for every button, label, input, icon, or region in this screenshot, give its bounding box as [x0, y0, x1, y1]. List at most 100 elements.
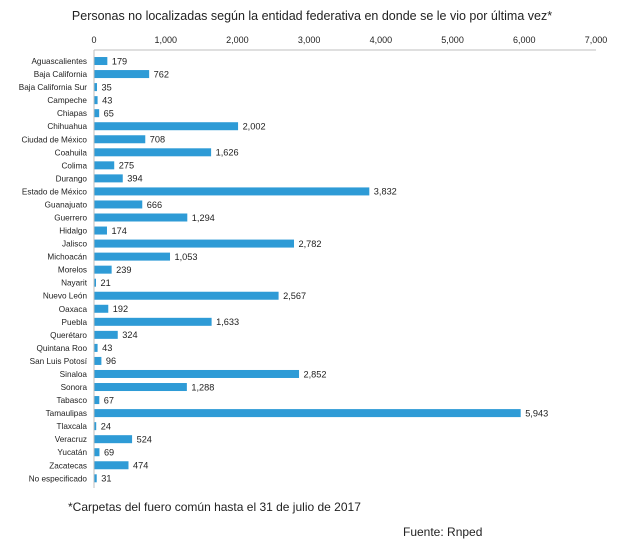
category-label: Sinaloa	[60, 370, 88, 379]
category-label: Estado de México	[22, 187, 88, 196]
x-axis: 0 1,000 2,000 3,000 4,000 5,000 6,000 7,000	[91, 35, 607, 488]
bar	[94, 317, 212, 326]
category-label: Baja California Sur	[19, 83, 88, 92]
category-label: Nuevo León	[43, 292, 88, 301]
x-tick-label: 0	[91, 35, 96, 45]
x-tick-label: 2,000	[226, 35, 249, 45]
category-label: Oaxaca	[59, 305, 88, 314]
x-tick-label: 4,000	[370, 35, 393, 45]
x-tick-label: 5,000	[441, 35, 464, 45]
category-label: Colima	[62, 161, 88, 170]
category-label: Morelos	[58, 266, 87, 275]
category-label: Hidalgo	[59, 227, 87, 236]
bar	[94, 213, 188, 222]
bar	[94, 304, 109, 313]
bar	[94, 409, 521, 418]
bar	[94, 278, 97, 287]
bar	[94, 200, 143, 209]
category-label: Baja California	[34, 70, 88, 79]
value-label: 192	[113, 304, 128, 314]
value-label: 67	[104, 395, 114, 405]
bar	[94, 187, 370, 196]
category-label: San Luis Potosí	[30, 357, 88, 366]
bar	[94, 161, 115, 170]
category-labels: Aguascalientes Baja California Baja Califo…	[19, 57, 88, 483]
category-label: Durango	[56, 174, 88, 183]
category-label: Jalisco	[62, 240, 87, 249]
value-label: 394	[127, 174, 142, 184]
footnote: *Carpetas del fuero común hasta el 31 de…	[68, 500, 361, 514]
bar	[94, 461, 129, 470]
value-label: 2,852	[304, 369, 327, 379]
category-label: Querétaro	[50, 331, 87, 340]
category-label: Aguascalientes	[31, 57, 87, 66]
bar	[94, 265, 112, 274]
value-label: 524	[137, 434, 152, 444]
category-label: Chihuahua	[47, 122, 87, 131]
x-tick-label: 3,000	[298, 35, 321, 45]
bar	[94, 343, 98, 352]
category-label: Guerrero	[54, 214, 87, 223]
category-label: Yucatán	[57, 448, 87, 457]
bar	[94, 330, 118, 339]
value-label: 324	[122, 330, 137, 340]
x-tick-label: 6,000	[513, 35, 536, 45]
value-label: 708	[150, 135, 165, 145]
bar	[94, 226, 107, 235]
value-label: 2,782	[299, 239, 322, 249]
chart-title: Personas no localizadas según la entidad…	[72, 9, 552, 23]
category-label: Veracruz	[55, 435, 87, 444]
bar	[94, 109, 100, 118]
bar	[94, 135, 146, 144]
category-label: Guanajuato	[45, 200, 88, 209]
bar	[94, 435, 133, 444]
value-label: 43	[102, 343, 112, 353]
value-label: 762	[154, 69, 169, 79]
category-label: Michoacán	[47, 253, 87, 262]
value-label: 1,626	[216, 148, 239, 158]
value-label: 666	[147, 200, 162, 210]
value-label: 1,288	[191, 382, 214, 392]
category-label: Chiapas	[57, 109, 87, 118]
bar	[94, 239, 295, 248]
category-label: Tabasco	[57, 396, 88, 405]
bars-group	[94, 57, 521, 483]
category-label: Puebla	[62, 318, 88, 327]
value-label: 43	[102, 95, 112, 105]
category-label: Tlaxcala	[57, 422, 88, 431]
category-label: Campeche	[47, 96, 87, 105]
value-label: 96	[106, 356, 116, 366]
value-label: 31	[101, 474, 111, 484]
bar	[94, 448, 100, 457]
value-label: 1,053	[175, 252, 198, 262]
x-tick-label: 1,000	[154, 35, 177, 45]
value-label: 65	[104, 108, 114, 118]
category-label: Nayarit	[61, 279, 88, 288]
value-label: 179	[112, 56, 127, 66]
value-label: 2,002	[243, 122, 266, 132]
value-label: 69	[104, 448, 114, 458]
bar	[94, 57, 108, 66]
value-label: 24	[101, 421, 111, 431]
bar	[94, 356, 102, 365]
value-label: 174	[111, 226, 126, 236]
category-label: Quintana Roo	[36, 344, 87, 353]
category-label: Coahuila	[55, 148, 88, 157]
bar	[94, 396, 100, 405]
value-label: 21	[101, 278, 111, 288]
value-label: 474	[133, 461, 148, 471]
value-labels: 179 762 35 43 65 2,002 708 1,626 275 394 3,832 666 1…	[101, 56, 549, 483]
category-label: Ciudad de México	[21, 135, 87, 144]
value-label: 3,832	[374, 187, 397, 197]
bar	[94, 148, 212, 157]
value-label: 2,567	[283, 291, 306, 301]
bar	[94, 369, 300, 378]
bar	[94, 83, 98, 92]
bar	[94, 252, 171, 261]
bar	[94, 422, 97, 431]
value-label: 5,943	[525, 408, 548, 418]
bar	[94, 96, 98, 105]
category-label: Tamaulipas	[46, 409, 87, 418]
bar	[94, 174, 123, 183]
bar	[94, 474, 97, 483]
